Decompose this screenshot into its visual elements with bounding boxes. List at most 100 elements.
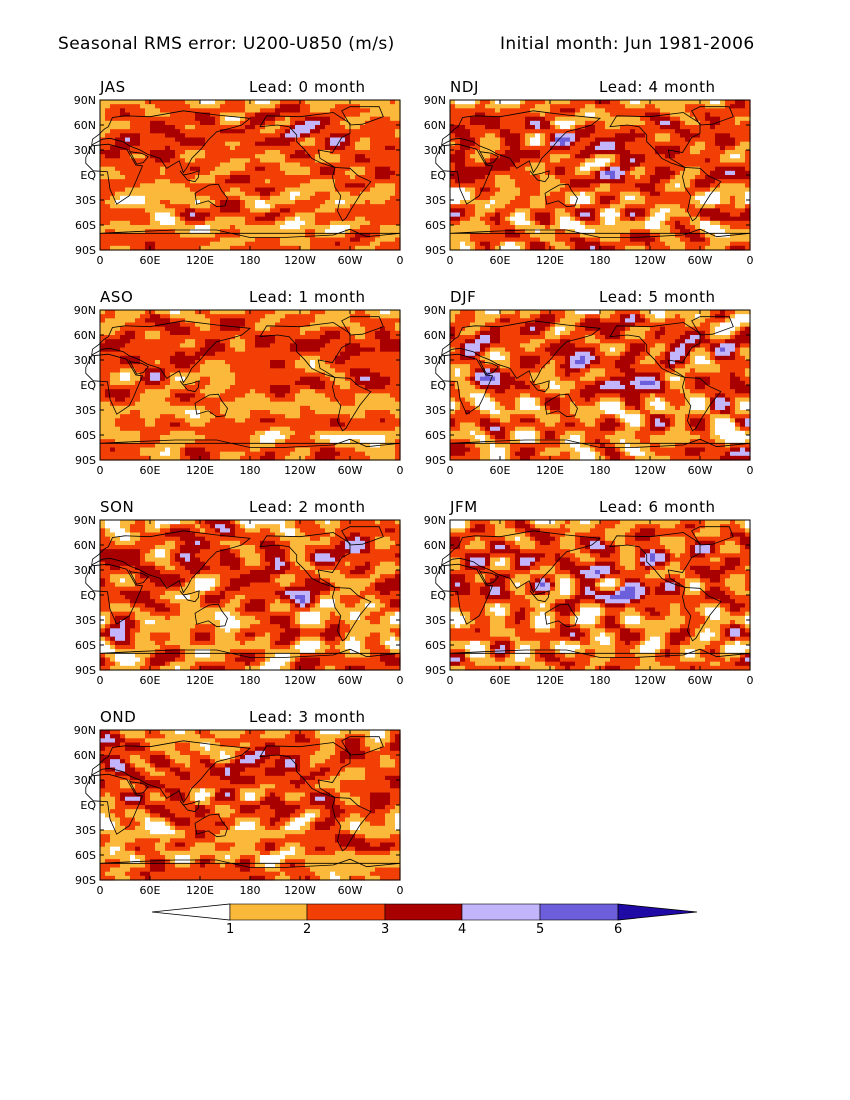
colorbar-segment [306, 903, 386, 921]
lat-tick-label: 90N [424, 304, 446, 317]
lon-tick-label: 120W [284, 674, 316, 687]
lat-tick-label: 60N [424, 119, 446, 132]
lon-tick-label: 60E [140, 674, 161, 687]
lat-tick-label: 60S [75, 429, 96, 442]
lat-tick-label: 30S [75, 614, 96, 627]
error-field [450, 520, 751, 671]
lat-tick-label: 30N [74, 564, 96, 577]
lon-tick-label: 60W [688, 254, 713, 267]
lon-tick-label: 60E [490, 464, 511, 477]
lon-tick-label: 60W [688, 464, 713, 477]
panel-season-label: SON [100, 498, 135, 516]
lat-tick-label: 90N [74, 514, 96, 527]
lon-tick-label: 60E [490, 254, 511, 267]
lat-tick-label: 60N [74, 119, 96, 132]
colorbar-label: 4 [458, 922, 467, 937]
lat-tick-label: 90S [75, 664, 96, 677]
lon-tick-label: 0 [447, 254, 454, 267]
lon-tick-label: 120E [186, 254, 214, 267]
map-panel-jas: JAS Lead: 0 month 90N 60N 30N EQ 30S 60S 90S 0 60E… [58, 78, 418, 274]
lat-tick-label: 30S [75, 404, 96, 417]
lat-tick-label: EQ [80, 169, 96, 182]
lat-tick-label: 90N [74, 724, 96, 737]
lon-tick-label: 120W [634, 254, 666, 267]
colorbar-segment [384, 903, 463, 921]
lat-tick-label: EQ [80, 799, 96, 812]
lon-tick-label: 120W [284, 884, 316, 897]
lon-tick-label: 0 [747, 254, 754, 267]
lon-tick-label: 0 [747, 464, 754, 477]
lat-tick-label: EQ [80, 379, 96, 392]
lat-tick-label: 90S [425, 244, 446, 257]
lon-tick-label: 60W [338, 674, 363, 687]
lat-tick-label: 90N [74, 94, 96, 107]
lon-tick-label: 120E [186, 674, 214, 687]
lat-tick-label: 90N [74, 304, 96, 317]
lat-tick-label: EQ [430, 169, 446, 182]
lat-tick-label: 30S [425, 404, 446, 417]
map-panel-ndj: NDJ Lead: 4 month 90N 60N 30N EQ 30S 60S 90S 0 60E… [408, 78, 768, 274]
lat-tick-label: 90S [75, 244, 96, 257]
coastlines [435, 526, 751, 658]
lon-tick-label: 60W [338, 254, 363, 267]
lat-tick-label: 60S [75, 639, 96, 652]
lon-tick-label: 120E [186, 464, 214, 477]
lat-tick-label: 90S [425, 664, 446, 677]
lon-tick-label: 60E [140, 254, 161, 267]
panel-season-label: NDJ [450, 78, 479, 96]
lon-tick-label: 60W [338, 884, 363, 897]
lat-tick-label: 90S [425, 454, 446, 467]
colorbar-label: 1 [226, 922, 235, 937]
lat-tick-label: 90S [75, 874, 96, 887]
lat-tick-label: 60N [74, 539, 96, 552]
lon-tick-label: 180 [590, 674, 611, 687]
panel-lead-label: Lead: 0 month [249, 78, 366, 96]
lon-tick-label: 0 [747, 674, 754, 687]
lat-tick-label: 60N [424, 539, 446, 552]
colorbar-over-triangle [617, 903, 698, 921]
lon-tick-label: 0 [97, 254, 104, 267]
figure-subtitle: Initial month: Jun 1981-2006 [500, 34, 755, 54]
lon-tick-label: 180 [590, 464, 611, 477]
lon-tick-label: 120E [536, 254, 564, 267]
colorbar-segment [229, 903, 308, 921]
error-field [450, 310, 751, 461]
lon-tick-label: 180 [240, 254, 261, 267]
error-field [100, 100, 401, 251]
lat-tick-label: 60S [425, 219, 446, 232]
lon-tick-label: 0 [397, 884, 404, 897]
lat-tick-label: 30S [75, 194, 96, 207]
colorbar-segment [461, 903, 541, 921]
panel-season-label: OND [100, 708, 137, 726]
lat-tick-label: 60N [74, 749, 96, 762]
lat-tick-label: EQ [80, 589, 96, 602]
error-field [450, 100, 751, 251]
lat-tick-label: EQ [430, 589, 446, 602]
lon-tick-label: 0 [447, 464, 454, 477]
panel-lead-label: Lead: 6 month [599, 498, 716, 516]
map-panel-son: SON Lead: 2 month 90N 60N 30N EQ 30S 60S 90S 0 60E… [58, 498, 418, 694]
figure-title: Seasonal RMS error: U200-U850 (m/s) [58, 34, 395, 54]
lat-tick-label: 60S [425, 429, 446, 442]
colorbar-label: 3 [381, 922, 390, 937]
error-field [100, 520, 401, 671]
lon-tick-label: 120E [186, 884, 214, 897]
lon-tick-label: 0 [97, 674, 104, 687]
lat-tick-label: 30N [424, 354, 446, 367]
panel-season-label: JFM [450, 498, 478, 516]
lon-tick-label: 180 [240, 464, 261, 477]
panel-season-label: ASO [100, 288, 134, 306]
map-panel-jfm: JFM Lead: 6 month 90N 60N 30N EQ 30S 60S 90S 0 60E… [408, 498, 768, 694]
panel-season-label: DJF [450, 288, 477, 306]
lat-tick-label: 60S [75, 849, 96, 862]
lon-tick-label: 180 [240, 884, 261, 897]
lon-tick-label: 120W [284, 254, 316, 267]
panel-lead-label: Lead: 4 month [599, 78, 716, 96]
coastlines [85, 316, 401, 448]
lon-tick-label: 120E [536, 674, 564, 687]
